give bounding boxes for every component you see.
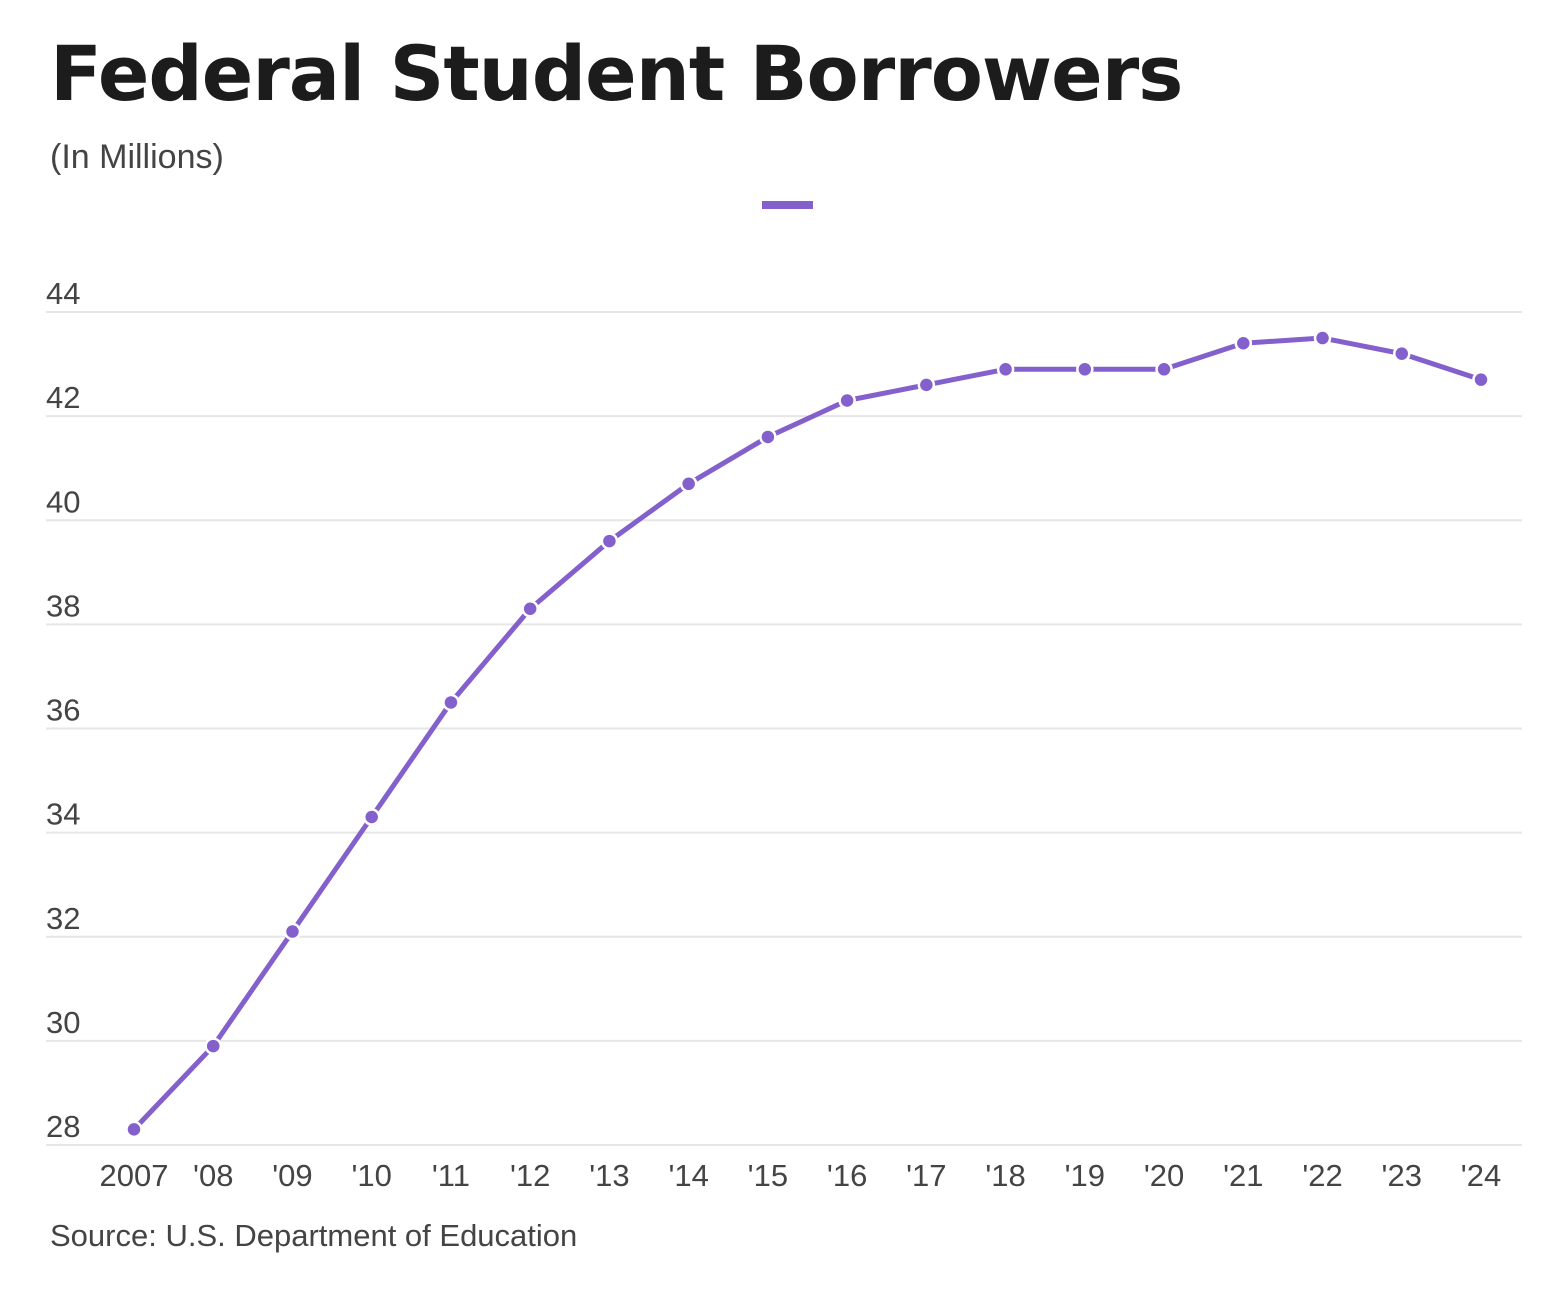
x-tick-label: '21 (1223, 1158, 1263, 1193)
chart-subtitle: (In Millions) (50, 138, 224, 176)
x-tick-label: '19 (1065, 1158, 1105, 1193)
x-tick-label: '14 (668, 1158, 708, 1193)
y-tick-label: 40 (46, 484, 80, 519)
data-point (996, 360, 1015, 379)
y-tick-label: 30 (46, 1005, 80, 1040)
x-tick-label: '20 (1144, 1158, 1184, 1193)
data-point (1313, 329, 1332, 347)
x-tick-label: '09 (272, 1158, 312, 1193)
x-tick-label: '10 (352, 1158, 392, 1193)
y-tick-label: 36 (46, 693, 80, 728)
data-point (442, 693, 460, 712)
x-tick-label: '24 (1461, 1158, 1501, 1193)
x-tick-label: '08 (193, 1158, 233, 1193)
data-point (600, 532, 619, 550)
gridlines (46, 311, 1522, 1146)
x-tick-label: '12 (510, 1158, 550, 1193)
x-tick-label: '22 (1302, 1158, 1342, 1193)
data-point (283, 922, 302, 941)
source-note: Source: U.S. Department of Education (50, 1218, 578, 1253)
data-point (1393, 344, 1411, 363)
chart-title: Federal Student Borrowers (50, 29, 1183, 118)
data-point (362, 808, 381, 826)
x-tick-label: '17 (906, 1158, 946, 1193)
data-point (125, 1120, 143, 1139)
x-tick-label: '13 (589, 1158, 629, 1193)
y-tick-label: 42 (46, 380, 80, 415)
data-point (521, 600, 539, 618)
x-tick-label: '16 (827, 1158, 867, 1193)
y-tick-label: 32 (46, 901, 80, 936)
data-point (204, 1037, 222, 1055)
data-point (1155, 360, 1173, 379)
x-tick-label: '23 (1382, 1158, 1422, 1193)
x-axis-ticks: 2007 '08 '09 '10 '11 '12 '13 '14 '15 '16 '17 '18 '19… (100, 1158, 1502, 1193)
y-tick-label: 44 (46, 276, 80, 311)
y-axis-ticks: 28 30 32 34 36 38 40 42 44 (46, 276, 80, 1144)
x-tick-label: 2007 (100, 1158, 169, 1193)
data-point (1472, 370, 1490, 389)
x-tick-label: '18 (985, 1158, 1025, 1193)
y-tick-label: 38 (46, 588, 80, 623)
data-point (759, 428, 777, 446)
y-tick-label: 34 (46, 797, 80, 832)
series-group (125, 329, 1490, 1139)
data-point (1234, 334, 1253, 352)
data-point (838, 391, 856, 410)
data-point (679, 475, 698, 493)
y-tick-label: 28 (46, 1109, 80, 1144)
series-line (131, 335, 1484, 1132)
x-tick-label: '15 (748, 1158, 788, 1193)
data-point (917, 376, 936, 394)
data-point (1076, 360, 1094, 379)
x-tick-label: '11 (432, 1158, 470, 1193)
